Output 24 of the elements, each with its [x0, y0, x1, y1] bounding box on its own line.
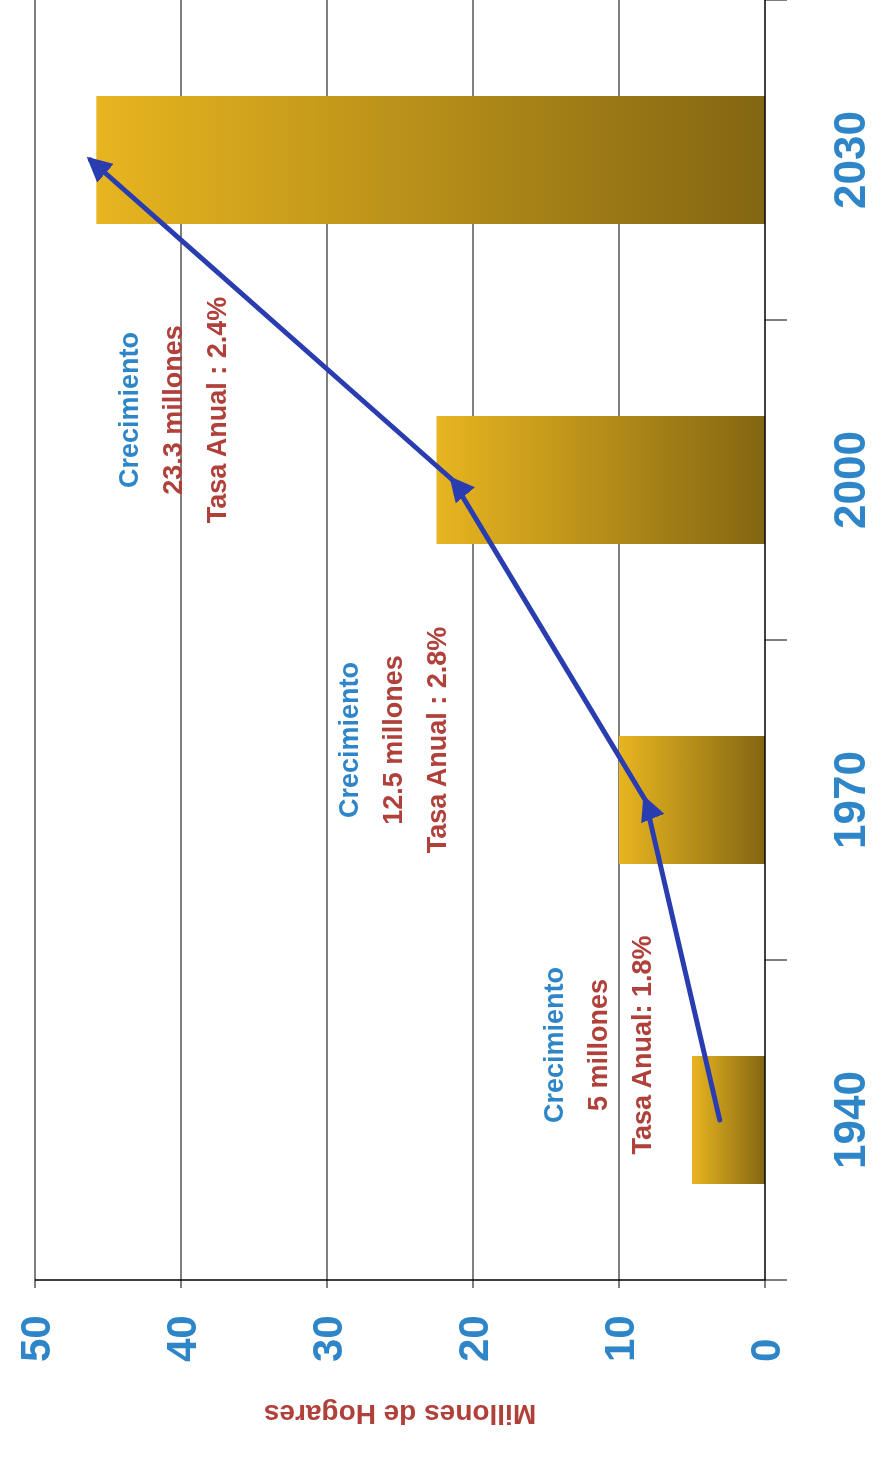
y-tick-label: 2000 [825, 431, 874, 529]
bar [619, 736, 765, 864]
annotation: Crecimiento [114, 331, 144, 489]
y-tick-label: 1970 [825, 751, 874, 849]
annotation: Tasa Anual: 1.8% [627, 935, 657, 1155]
annotation: 5 millones [583, 978, 613, 1112]
annotation: Tasa Anual : 2.4% [202, 296, 232, 524]
bar [692, 1056, 765, 1184]
annotation: 12.5 millones [378, 655, 408, 825]
x-tick-label: 10 [596, 1315, 643, 1362]
bar [96, 96, 765, 224]
annotation: Crecimiento [334, 661, 364, 819]
bar [436, 416, 765, 544]
x-tick-label: 50 [12, 1315, 59, 1362]
x-tick-label: 20 [450, 1315, 497, 1362]
y-tick-label: 2030 [825, 111, 874, 209]
x-tick-label: 30 [304, 1315, 351, 1362]
x-tick-label: 40 [158, 1315, 205, 1362]
y-tick-label: 1940 [825, 1071, 874, 1169]
annotation: Tasa Anual : 2.8% [422, 626, 452, 854]
annotation: 23.3 millones [158, 325, 188, 495]
x-axis-title: Millones de Hogares [263, 1399, 537, 1430]
x-tick-label: 0 [742, 1338, 789, 1362]
annotation: Crecimiento [539, 966, 569, 1124]
